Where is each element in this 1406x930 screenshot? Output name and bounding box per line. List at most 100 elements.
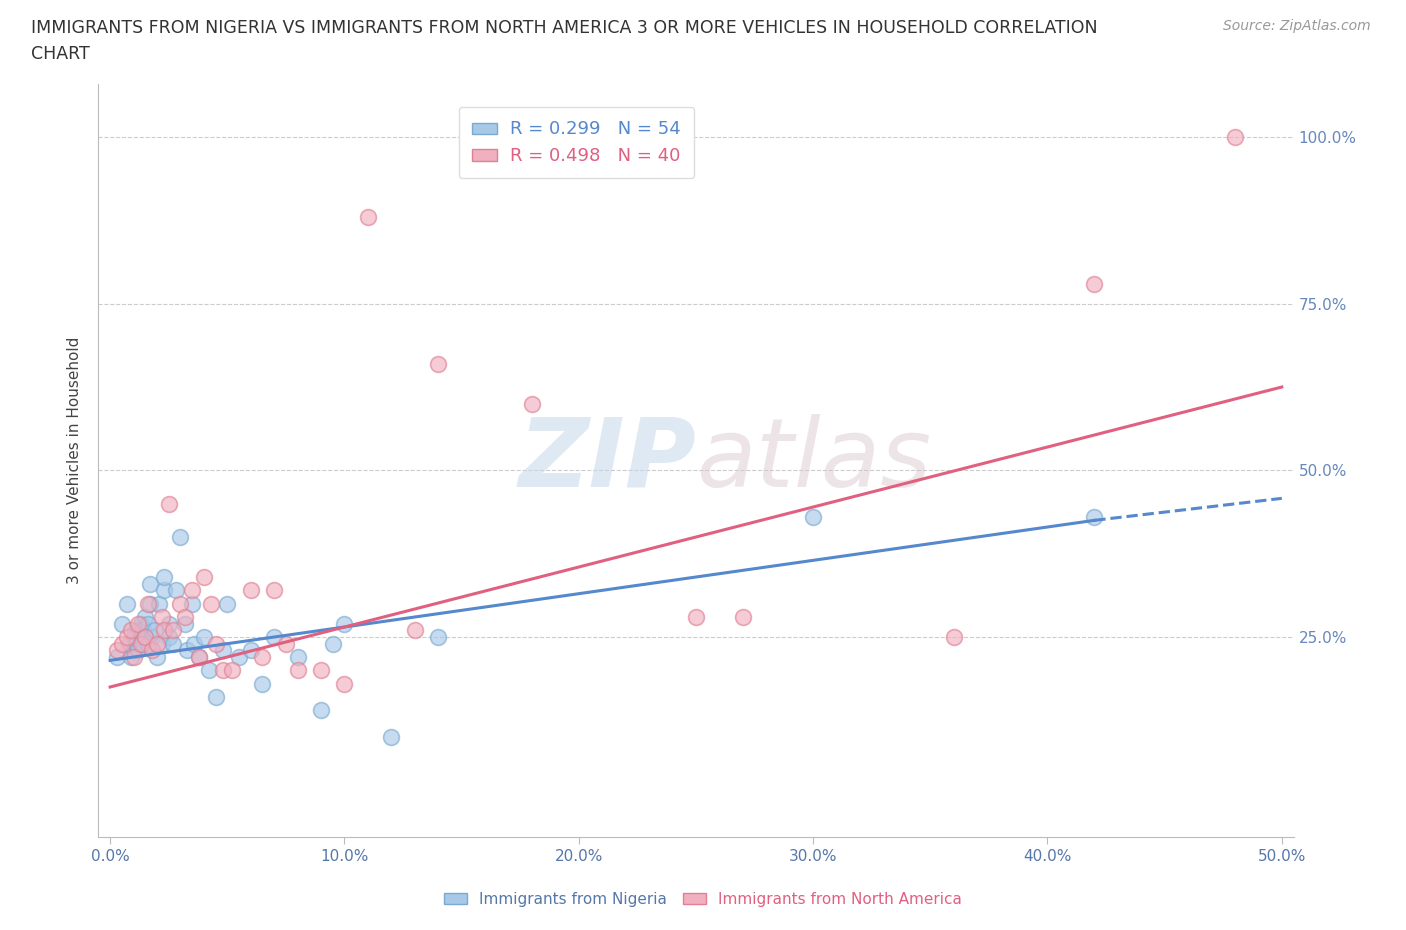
Point [127, 617, 149, 631]
Point [120, 623, 142, 638]
Point [404, 623, 426, 638]
Point [146, 649, 169, 664]
Point [157, 497, 180, 512]
Point [176, 643, 198, 658]
Point [146, 636, 169, 651]
Point [127, 623, 149, 638]
Point [357, 209, 380, 224]
Legend: Immigrants from Nigeria, Immigrants from North America: Immigrants from Nigeria, Immigrants from… [439, 886, 967, 913]
Point [153, 623, 176, 638]
Point [942, 630, 965, 644]
Point [211, 643, 233, 658]
Legend: R = 0.299   N = 54, R = 0.498   N = 40: R = 0.299 N = 54, R = 0.498 N = 40 [458, 107, 695, 179]
Point [169, 596, 191, 611]
Point [200, 596, 222, 611]
Point [118, 636, 141, 651]
Y-axis label: 3 or more Vehicles in Household: 3 or more Vehicles in Household [67, 337, 83, 584]
Point [115, 596, 138, 611]
Point [120, 649, 142, 664]
Point [322, 636, 344, 651]
Point [129, 617, 152, 631]
Point [221, 663, 243, 678]
Point [188, 649, 211, 664]
Point [211, 663, 233, 678]
Point [183, 636, 205, 651]
Point [169, 529, 191, 544]
Point [162, 623, 184, 638]
Point [188, 649, 211, 664]
Point [427, 630, 450, 644]
Point [139, 596, 162, 611]
Point [174, 609, 197, 624]
Point [125, 636, 148, 651]
Point [141, 630, 163, 644]
Point [204, 636, 226, 651]
Point [122, 649, 145, 664]
Text: CHART: CHART [31, 45, 90, 62]
Point [129, 636, 152, 651]
Point [134, 609, 156, 624]
Point [127, 643, 149, 658]
Point [150, 609, 173, 624]
Point [333, 676, 356, 691]
Point [165, 583, 187, 598]
Point [520, 396, 543, 411]
Point [115, 630, 138, 644]
Point [148, 596, 170, 611]
Point [122, 643, 145, 658]
Point [105, 649, 128, 664]
Point [139, 577, 162, 591]
Point [111, 617, 134, 631]
Point [136, 596, 159, 611]
Point [239, 643, 262, 658]
Point [132, 623, 155, 638]
Point [162, 636, 184, 651]
Point [193, 569, 215, 584]
Point [181, 596, 204, 611]
Point [157, 617, 180, 631]
Point [1083, 276, 1105, 291]
Point [228, 649, 250, 664]
Point [105, 643, 128, 658]
Point [252, 676, 274, 691]
Point [287, 649, 309, 664]
Point [134, 630, 156, 644]
Text: ZIP: ZIP [517, 414, 696, 507]
Point [287, 663, 309, 678]
Point [239, 583, 262, 598]
Point [801, 510, 824, 525]
Point [174, 617, 197, 631]
Point [274, 636, 297, 651]
Point [333, 617, 356, 631]
Point [1083, 510, 1105, 525]
Point [153, 569, 176, 584]
Point [427, 356, 450, 371]
Point [685, 609, 707, 624]
Point [134, 630, 156, 644]
Point [731, 609, 754, 624]
Point [129, 630, 152, 644]
Point [263, 630, 285, 644]
Point [197, 663, 219, 678]
Point [143, 623, 166, 638]
Point [217, 596, 239, 611]
Point [309, 663, 332, 678]
Point [136, 636, 159, 651]
Text: Source: ZipAtlas.com: Source: ZipAtlas.com [1223, 19, 1371, 33]
Point [111, 636, 134, 651]
Point [181, 583, 204, 598]
Point [193, 630, 215, 644]
Point [1223, 129, 1246, 144]
Point [132, 636, 155, 651]
Point [380, 729, 402, 744]
Text: atlas: atlas [696, 414, 931, 507]
Point [263, 583, 285, 598]
Point [141, 643, 163, 658]
Point [252, 649, 274, 664]
Point [153, 583, 176, 598]
Point [136, 617, 159, 631]
Point [150, 636, 173, 651]
Text: IMMIGRANTS FROM NIGERIA VS IMMIGRANTS FROM NORTH AMERICA 3 OR MORE VEHICLES IN H: IMMIGRANTS FROM NIGERIA VS IMMIGRANTS FR… [31, 19, 1098, 36]
Point [122, 630, 145, 644]
Point [309, 703, 332, 718]
